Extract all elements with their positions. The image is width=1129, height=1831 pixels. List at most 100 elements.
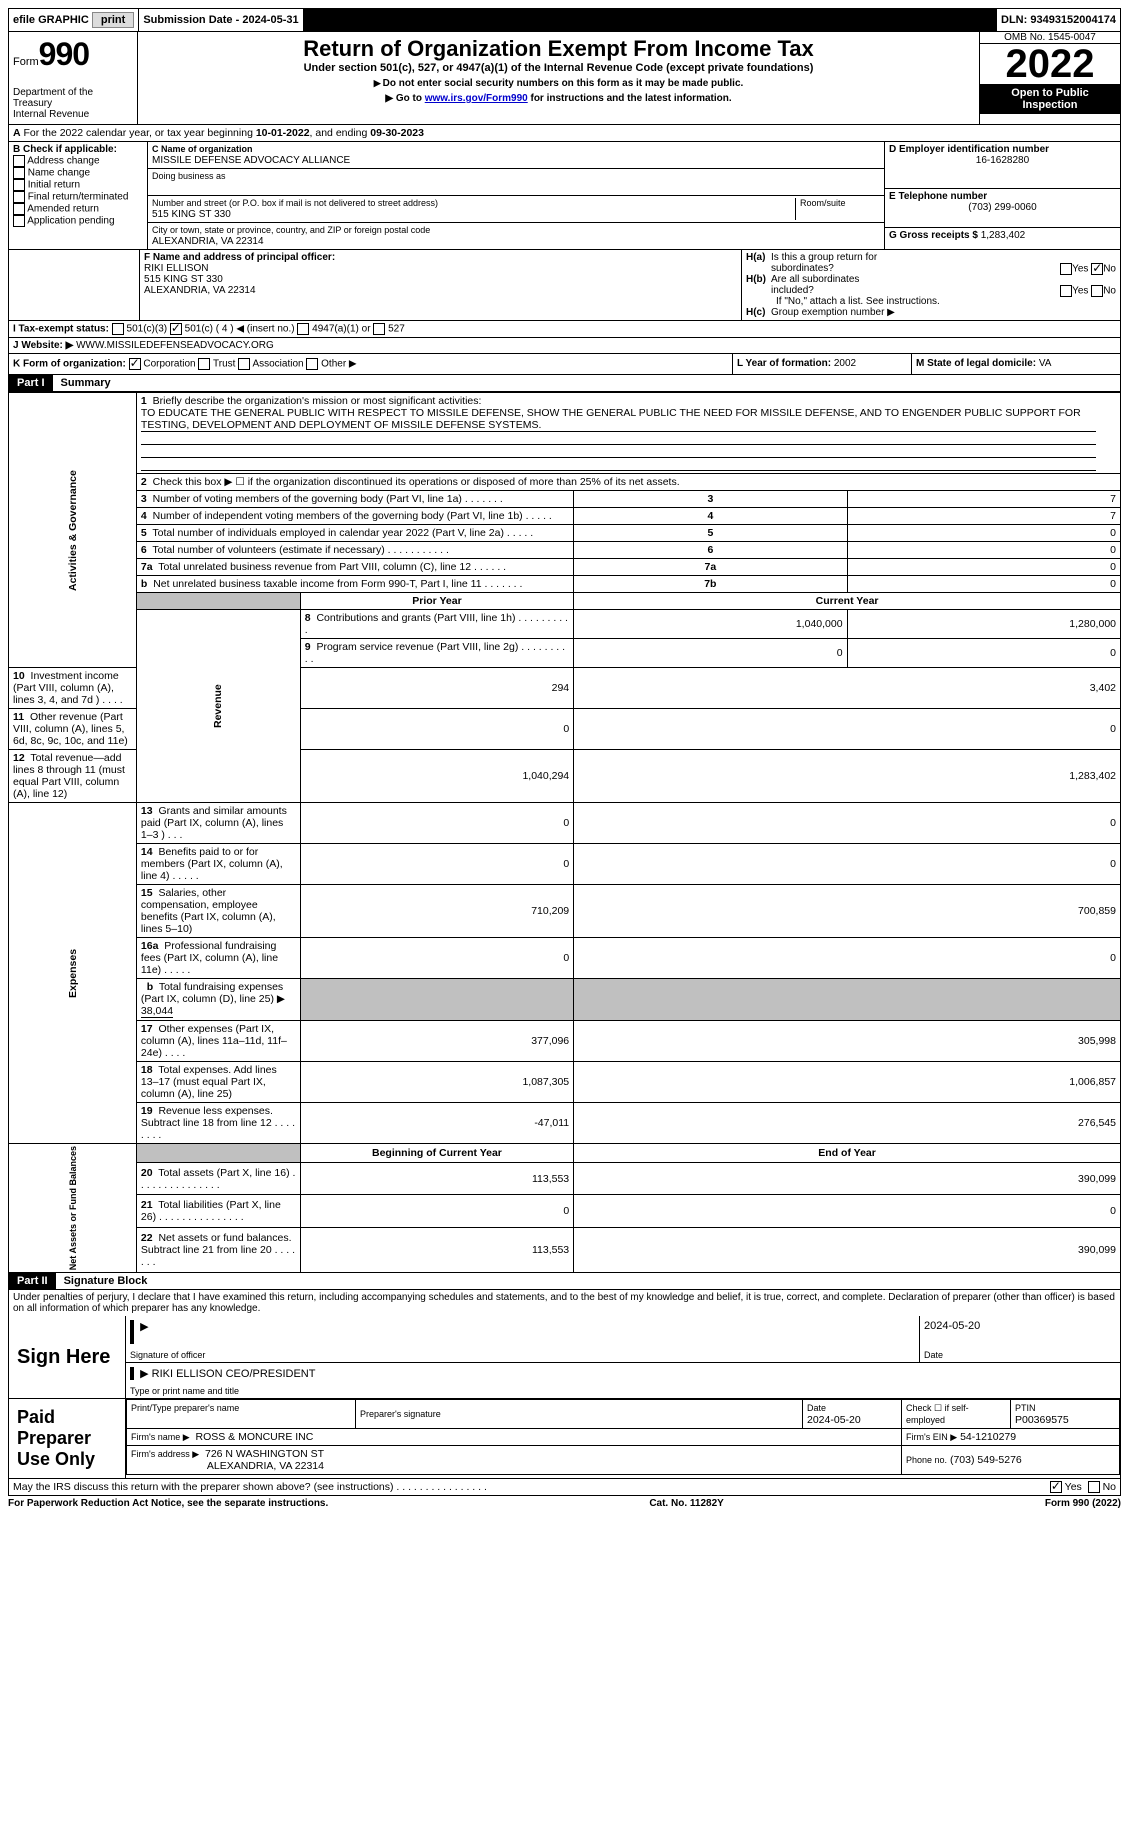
tax-year: 2022	[980, 44, 1120, 84]
section-l: L Year of formation: 2002	[733, 354, 912, 374]
exp-row: 14 Benefits paid to or for members (Part…	[9, 844, 1121, 885]
city-cell: City or town, state or province, country…	[148, 223, 884, 249]
signature-block: Sign Here ▶ Signature of officer 2024-05…	[8, 1316, 1121, 1496]
form-number-box: Form990 Department of the Treasury Inter…	[9, 32, 138, 124]
checkbox-amended[interactable]	[13, 203, 25, 215]
footer-left: For Paperwork Reduction Act Notice, see …	[8, 1498, 328, 1509]
prior-year-header: Prior Year	[300, 593, 573, 610]
spacer	[304, 9, 997, 31]
receipts-cell: G Gross receipts $ 1,283,402	[885, 228, 1120, 243]
vert-expenses: Expenses	[9, 803, 137, 1144]
i-501c3[interactable]	[112, 323, 124, 335]
firm-addr2: ALEXANDRIA, VA 22314	[207, 1460, 324, 1472]
k-corp[interactable]	[129, 358, 141, 370]
gov-row: b Net unrelated business taxable income …	[9, 576, 1121, 593]
submission-date: Submission Date - 2024-05-31	[139, 9, 303, 31]
title-box: Return of Organization Exempt From Incom…	[138, 32, 980, 124]
section-fh: F Name and address of principal officer:…	[8, 250, 1121, 321]
sig-officer-label: Signature of officer	[126, 1348, 919, 1363]
org-name-cell: C Name of organization MISSILE DEFENSE A…	[148, 142, 884, 169]
website-url: WWW.MISSILEDEFENSEADVOCACY.ORG	[76, 340, 274, 351]
i-4947[interactable]	[297, 323, 309, 335]
firm-name: ROSS & MONCURE INC	[196, 1431, 314, 1443]
line1: 1 Briefly describe the organization's mi…	[136, 393, 1120, 474]
section-f: F Name and address of principal officer:…	[140, 250, 742, 320]
checkbox-initial[interactable]	[13, 179, 25, 191]
col-c: C Name of organization MISSILE DEFENSE A…	[148, 142, 885, 249]
dept-label: Department of the Treasury	[13, 87, 133, 109]
section-klm: K Form of organization: Corporation Trus…	[8, 354, 1121, 375]
section-i: I Tax-exempt status: 501(c)(3) 501(c) ( …	[8, 321, 1121, 338]
form-number: 990	[39, 36, 89, 72]
officer-name: RIKI ELLISON	[144, 263, 208, 274]
exp-row: 16a Professional fundraising fees (Part …	[9, 938, 1121, 979]
sig-date: 2024-05-20	[920, 1316, 1120, 1348]
irs-link[interactable]: www.irs.gov/Form990	[425, 93, 528, 104]
inspection-label: Open to Public Inspection	[980, 84, 1120, 114]
form-word: Form	[13, 56, 39, 68]
i-501c[interactable]	[170, 323, 182, 335]
phone-cell: E Telephone number (703) 299-0060	[885, 189, 1120, 228]
firm-phone: (703) 549-5276	[950, 1454, 1022, 1466]
gov-row: 6 Total number of volunteers (estimate i…	[9, 542, 1121, 559]
section-j: J Website: ▶ WWW.MISSILEDEFENSEADVOCACY.…	[8, 338, 1121, 354]
vert-revenue: Revenue	[136, 610, 300, 803]
section-k: K Form of organization: Corporation Trus…	[9, 354, 733, 374]
paid-preparer-label: Paid Preparer Use Only	[9, 1399, 125, 1478]
i-527[interactable]	[373, 323, 385, 335]
city: ALEXANDRIA, VA 22314	[152, 236, 264, 247]
vert-governance: Activities & Governance	[9, 393, 137, 668]
receipts: 1,283,402	[981, 230, 1026, 241]
street: 515 KING ST 330	[152, 209, 231, 220]
gov-row: 7a Total unrelated business revenue from…	[9, 559, 1121, 576]
hb-yes[interactable]	[1060, 285, 1072, 297]
col-b: B Check if applicable: Address change Na…	[9, 142, 148, 249]
net-row: 21 Total liabilities (Part X, line 26) .…	[9, 1195, 1121, 1227]
footer-mid: Cat. No. 11282Y	[649, 1498, 723, 1509]
footer-right: Form 990 (2022)	[1045, 1498, 1121, 1509]
phone: (703) 299-0060	[889, 202, 1116, 213]
vert-netassets: Net Assets or Fund Balances	[9, 1144, 137, 1273]
note2: ▶ Go to www.irs.gov/Form990 for instruct…	[142, 93, 975, 104]
k-assoc[interactable]	[238, 358, 250, 370]
dln: DLN: 93493152004174	[997, 9, 1120, 31]
net-row: 22 Net assets or fund balances. Subtract…	[9, 1227, 1121, 1273]
prep-date: 2024-05-20	[807, 1414, 861, 1426]
section-bcd: B Check if applicable: Address change Na…	[8, 142, 1121, 250]
checkbox-address[interactable]	[13, 155, 25, 167]
form-title: Return of Organization Exempt From Incom…	[142, 36, 975, 62]
part1-header: Part ISummary	[8, 375, 1121, 392]
penalty-text: Under penalties of perjury, I declare th…	[8, 1290, 1121, 1316]
irs-label: Internal Revenue	[13, 109, 133, 120]
mission-text: TO EDUCATE THE GENERAL PUBLIC WITH RESPE…	[141, 407, 1097, 432]
subtitle: Under section 501(c), 527, or 4947(a)(1)…	[142, 62, 975, 74]
hb-no[interactable]	[1091, 285, 1103, 297]
discuss-yes[interactable]	[1050, 1481, 1062, 1493]
street-cell: Number and street (or P.O. box if mail i…	[148, 196, 884, 223]
org-name: MISSILE DEFENSE ADVOCACY ALLIANCE	[152, 155, 350, 166]
discuss-row: May the IRS discuss this return with the…	[9, 1479, 1120, 1495]
net-row: 20 Total assets (Part X, line 16) . . . …	[9, 1162, 1121, 1194]
checkbox-pending[interactable]	[13, 215, 25, 227]
k-trust[interactable]	[198, 358, 210, 370]
section-h: H(a) Is this a group return for subordin…	[742, 250, 1120, 320]
gov-row: 3 Number of voting members of the govern…	[9, 491, 1121, 508]
k-other[interactable]	[306, 358, 318, 370]
checkbox-name[interactable]	[13, 167, 25, 179]
col-d: D Employer identification number 16-1628…	[885, 142, 1120, 249]
checkbox-final[interactable]	[13, 191, 25, 203]
ein: 16-1628280	[889, 155, 1116, 166]
section-m: M State of legal domicile: VA	[912, 354, 1120, 374]
discuss-no[interactable]	[1088, 1481, 1100, 1493]
firm-addr1: 726 N WASHINGTON ST	[205, 1448, 324, 1460]
print-button[interactable]: print	[92, 12, 134, 28]
ha-no[interactable]	[1091, 263, 1103, 275]
ein-cell: D Employer identification number 16-1628…	[885, 142, 1120, 189]
ha-yes[interactable]	[1060, 263, 1072, 275]
year-box: OMB No. 1545-0047 2022 Open to Public In…	[980, 32, 1120, 124]
firm-ein: 54-1210279	[960, 1431, 1016, 1443]
end-year-header: End of Year	[574, 1144, 1121, 1163]
begin-year-header: Beginning of Current Year	[300, 1144, 573, 1163]
current-year-header: Current Year	[574, 593, 1121, 610]
exp-row: 19 Revenue less expenses. Subtract line …	[9, 1103, 1121, 1144]
